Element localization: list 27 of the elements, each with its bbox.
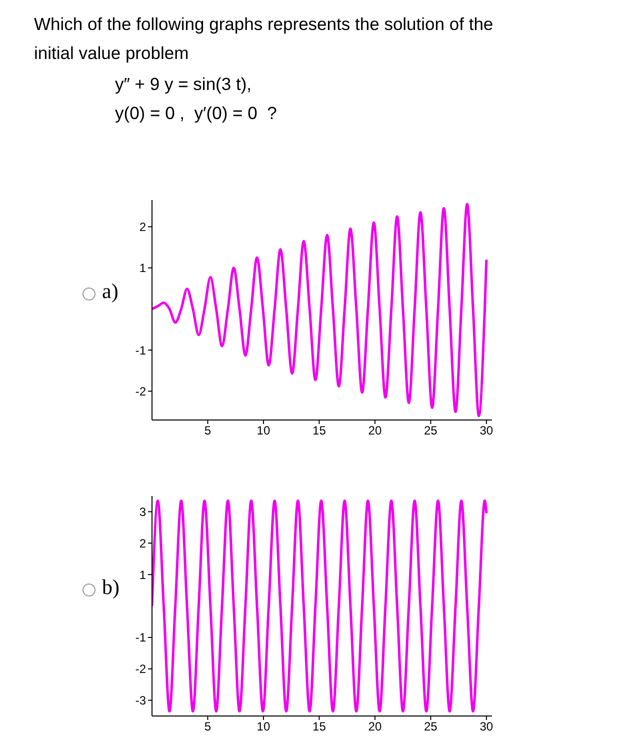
text: b): [102, 575, 120, 600]
chart-subtitle: y″ + 9 y = sin(3 t), y(0) = 0 , y′(0) = 0 ?: [115, 74, 277, 124]
x-tick-label: 25: [424, 424, 438, 438]
y-tick-label: 2: [139, 220, 146, 234]
text: a): [102, 279, 118, 304]
y-tick-label: 1: [139, 568, 146, 582]
line-series: [152, 202, 488, 418]
y-tick-label: 2: [139, 536, 146, 550]
x-tick-label: 20: [368, 720, 382, 734]
y-tick-label: 1: [139, 261, 146, 276]
x-tick-label: 15: [312, 424, 326, 438]
x-tick-label: 10: [256, 720, 270, 734]
y-tick-label: -1: [135, 343, 146, 358]
x-tick-label: 20: [368, 424, 382, 438]
y-tick-label: -1: [135, 630, 146, 645]
y-tick-label: -3: [135, 694, 146, 708]
x-tick-label: 25: [424, 720, 438, 734]
line-series: [152, 499, 488, 713]
x-tick-label: 10: [256, 424, 270, 438]
x-tick-label: 15: [312, 720, 326, 734]
x-tick-label: 5: [204, 424, 212, 438]
x-tick-label: 5: [204, 720, 212, 734]
y-tick-label: -2: [135, 384, 146, 398]
x-tick-label: 30: [480, 424, 494, 438]
y-tick-label: -2: [135, 662, 146, 676]
y-tick-label: 3: [139, 504, 146, 519]
x-tick-label: 30: [480, 720, 494, 734]
